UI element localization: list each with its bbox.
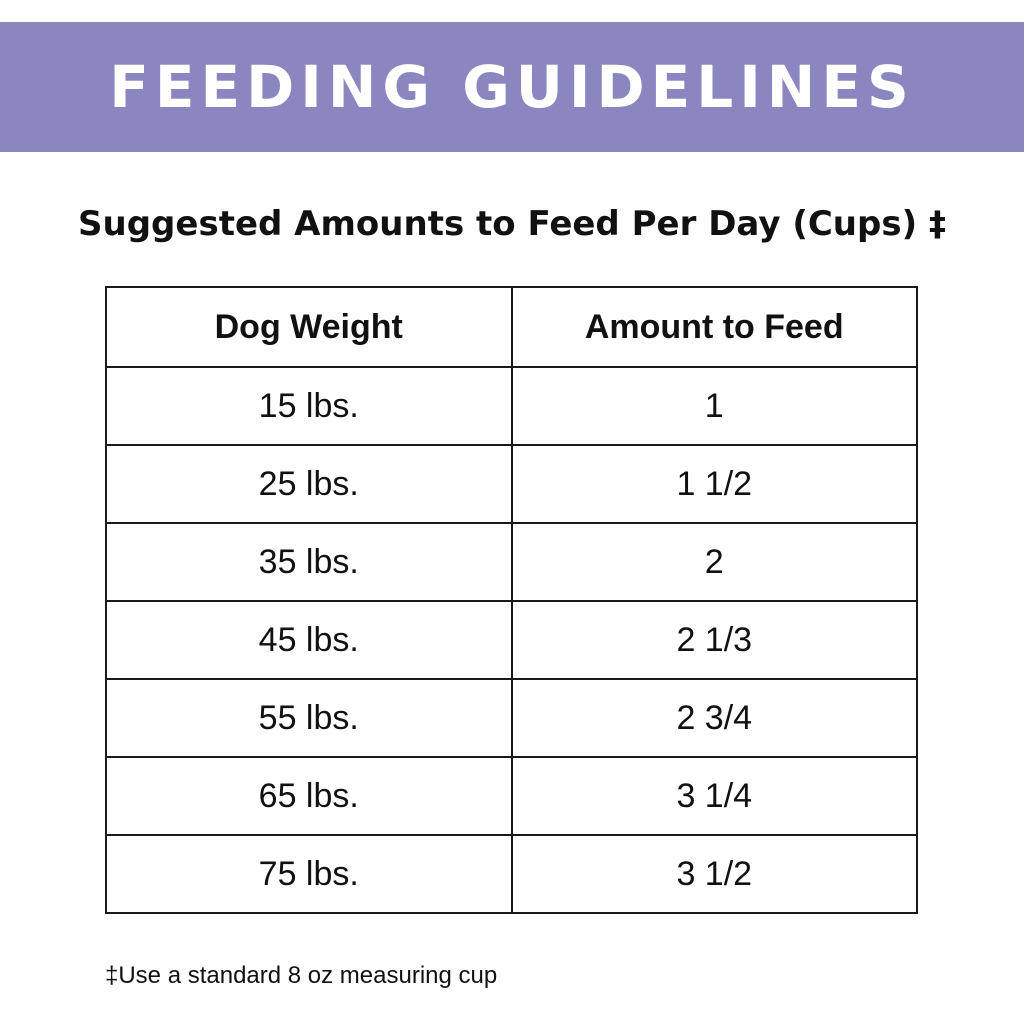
amount-cell: 2 3/4: [510, 678, 918, 758]
dog-weight-cell: 35 lbs.: [105, 522, 513, 602]
amount-cell: 1 1/2: [510, 444, 918, 524]
table-row: 25 lbs. 1 1/2: [105, 444, 918, 524]
dog-weight-cell: 55 lbs.: [105, 678, 513, 758]
table-row: 75 lbs. 3 1/2: [105, 834, 918, 914]
column-header-dog-weight: Dog Weight: [105, 286, 513, 368]
amount-cell: 2 1/3: [510, 600, 918, 680]
dog-weight-cell: 15 lbs.: [105, 366, 513, 446]
page-title: FEEDING GUIDELINES: [109, 53, 915, 121]
table-row: 45 lbs. 2 1/3: [105, 600, 918, 680]
feeding-table: Dog Weight Amount to Feed 15 lbs. 1 25 l…: [105, 286, 918, 914]
dog-weight-cell: 45 lbs.: [105, 600, 513, 680]
footnote: ‡Use a standard 8 oz measuring cup: [105, 962, 498, 989]
header-banner: FEEDING GUIDELINES: [0, 22, 1024, 152]
dog-weight-cell: 25 lbs.: [105, 444, 513, 524]
amount-cell: 2: [510, 522, 918, 602]
dog-weight-cell: 65 lbs.: [105, 756, 513, 836]
table-row: 65 lbs. 3 1/4: [105, 756, 918, 836]
table-row: 35 lbs. 2: [105, 522, 918, 602]
amount-cell: 3 1/4: [510, 756, 918, 836]
amount-cell: 1: [510, 366, 918, 446]
dog-weight-cell: 75 lbs.: [105, 834, 513, 914]
table-subtitle: Suggested Amounts to Feed Per Day (Cups)…: [78, 204, 946, 244]
table-row: 55 lbs. 2 3/4: [105, 678, 918, 758]
column-header-amount-to-feed: Amount to Feed: [510, 286, 918, 368]
table-header-row: Dog Weight Amount to Feed: [105, 286, 918, 368]
table-row: 15 lbs. 1: [105, 366, 918, 446]
amount-cell: 3 1/2: [510, 834, 918, 914]
